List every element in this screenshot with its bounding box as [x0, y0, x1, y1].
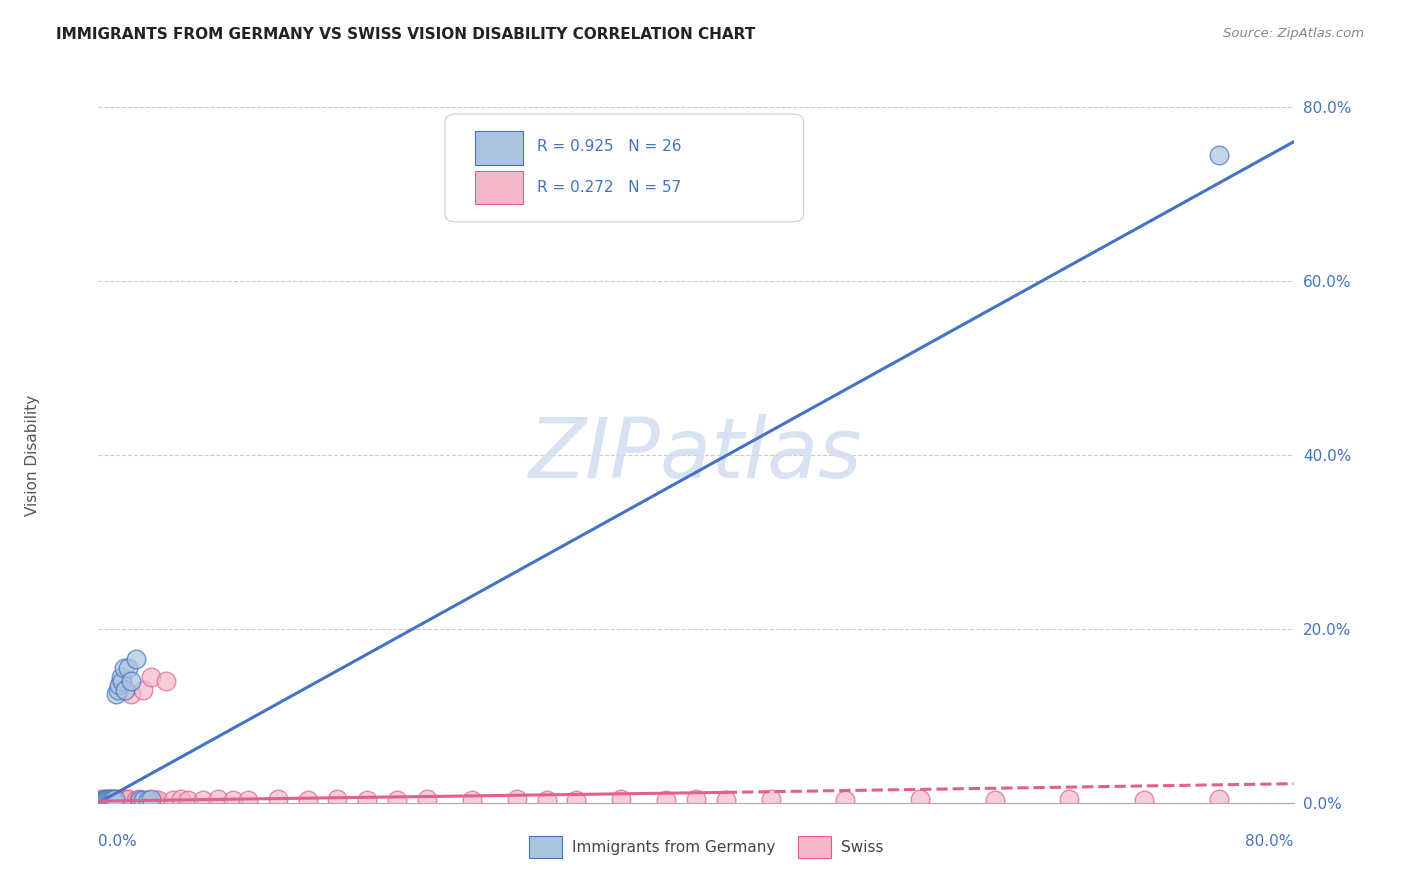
Point	[90, 792, 112, 806]
Point	[267, 792, 290, 806]
Point	[595, 195, 617, 210]
Point	[506, 792, 529, 806]
Point	[461, 793, 484, 807]
Point	[759, 792, 782, 806]
Point	[416, 792, 439, 806]
FancyBboxPatch shape	[529, 836, 562, 858]
Point	[110, 670, 132, 684]
Point	[120, 687, 142, 701]
Point	[207, 792, 229, 806]
Point	[93, 793, 115, 807]
Point	[97, 793, 120, 807]
Point	[297, 793, 319, 807]
Point	[104, 793, 127, 807]
Point	[685, 792, 707, 806]
Point	[222, 793, 245, 807]
Point	[89, 793, 111, 807]
Point	[111, 792, 134, 806]
Text: Vision Disability: Vision Disability	[25, 394, 41, 516]
Point	[112, 661, 135, 675]
Point	[117, 661, 139, 675]
Point	[105, 687, 128, 701]
Point	[103, 792, 125, 806]
Point	[714, 793, 737, 807]
Point	[132, 682, 155, 697]
Point	[104, 792, 127, 806]
Text: R = 0.925   N = 26: R = 0.925 N = 26	[537, 138, 682, 153]
Text: Swiss: Swiss	[841, 840, 883, 855]
Point	[326, 792, 349, 806]
Point	[114, 682, 136, 697]
Point	[385, 793, 409, 807]
Point	[139, 670, 162, 684]
Point	[110, 793, 132, 807]
Point	[132, 793, 155, 807]
Point	[114, 792, 136, 806]
Point	[155, 674, 177, 689]
Point	[107, 682, 129, 697]
Point	[1059, 792, 1081, 806]
Point	[97, 792, 120, 806]
Point	[96, 792, 118, 806]
Point	[1208, 792, 1230, 806]
Point	[148, 793, 170, 807]
Point	[115, 793, 138, 807]
Point	[96, 793, 118, 807]
Point	[108, 678, 131, 692]
Point	[107, 793, 129, 807]
FancyBboxPatch shape	[797, 836, 831, 858]
Point	[655, 793, 678, 807]
Point	[536, 793, 558, 807]
Point	[356, 793, 378, 807]
Point	[834, 793, 856, 807]
Point	[108, 792, 131, 806]
Text: Source: ZipAtlas.com: Source: ZipAtlas.com	[1223, 27, 1364, 40]
Point	[94, 793, 117, 807]
Point	[610, 792, 633, 806]
Text: ZIPatlas: ZIPatlas	[529, 415, 863, 495]
Point	[136, 793, 159, 807]
Point	[125, 652, 148, 666]
Point	[100, 792, 122, 806]
Point	[111, 674, 134, 689]
Point	[94, 792, 117, 806]
Point	[105, 792, 128, 806]
Point	[565, 793, 588, 807]
Point	[129, 793, 152, 807]
Point	[177, 793, 200, 807]
FancyBboxPatch shape	[475, 131, 523, 165]
Point	[100, 793, 122, 807]
Text: R = 0.272   N = 57: R = 0.272 N = 57	[537, 179, 682, 194]
Point	[125, 793, 148, 807]
FancyBboxPatch shape	[475, 171, 523, 204]
Point	[90, 794, 112, 808]
Point	[112, 793, 135, 807]
Text: 80.0%: 80.0%	[1246, 834, 1294, 849]
Point	[143, 793, 166, 807]
Point	[120, 674, 142, 689]
Point	[103, 793, 125, 807]
Point	[1208, 148, 1230, 162]
Point	[139, 792, 162, 806]
Point	[128, 792, 150, 806]
Point	[908, 792, 931, 806]
Point	[101, 792, 124, 806]
Point	[984, 793, 1007, 807]
Point	[1133, 793, 1156, 807]
Point	[93, 792, 115, 806]
Point	[169, 792, 191, 806]
Point	[191, 793, 214, 807]
Point	[91, 793, 114, 807]
Point	[162, 793, 184, 807]
Point	[136, 793, 159, 807]
Point	[91, 793, 114, 807]
Text: Immigrants from Germany: Immigrants from Germany	[572, 840, 775, 855]
FancyBboxPatch shape	[444, 114, 804, 222]
Text: IMMIGRANTS FROM GERMANY VS SWISS VISION DISABILITY CORRELATION CHART: IMMIGRANTS FROM GERMANY VS SWISS VISION …	[56, 27, 755, 42]
Point	[117, 792, 139, 806]
Text: 0.0%: 0.0%	[98, 834, 138, 849]
Point	[101, 793, 124, 807]
Point	[236, 793, 259, 807]
